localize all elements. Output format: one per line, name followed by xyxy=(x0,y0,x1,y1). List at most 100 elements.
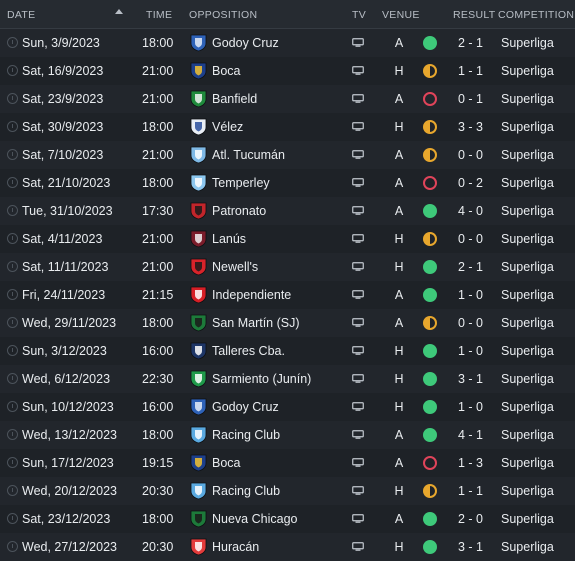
score[interactable]: 4 - 0 xyxy=(458,204,484,218)
competition-name[interactable]: Superliga xyxy=(501,92,554,106)
score[interactable]: 3 - 1 xyxy=(458,540,484,554)
score[interactable]: 2 - 1 xyxy=(458,36,484,50)
tv-column-header[interactable]: TV xyxy=(352,9,367,21)
opponent-name[interactable]: Independiente xyxy=(212,288,292,302)
opponent-name[interactable]: Racing Club xyxy=(212,428,281,442)
competition-name[interactable]: Superliga xyxy=(501,344,554,358)
competition-name[interactable]: Superliga xyxy=(501,512,554,526)
match-date[interactable]: Wed, 27/12/2023 xyxy=(22,540,117,554)
opponent-name[interactable]: Vélez xyxy=(212,120,244,134)
opponent-name[interactable]: Talleres Cba. xyxy=(212,344,285,358)
time-column-header[interactable]: TIME xyxy=(146,9,173,21)
match-date[interactable]: Sat, 7/10/2023 xyxy=(22,148,104,162)
match-date[interactable]: Wed, 29/11/2023 xyxy=(22,316,117,330)
table-row[interactable]: Wed, 13/12/2023 18:00 Racing Club A 4 - … xyxy=(0,421,575,449)
table-row[interactable]: Sun, 17/12/2023 19:15 Boca A 1 - 3 Super… xyxy=(0,449,575,477)
score[interactable]: 0 - 2 xyxy=(458,176,484,190)
score[interactable]: 0 - 0 xyxy=(458,232,484,246)
opponent-name[interactable]: Boca xyxy=(212,64,241,78)
score[interactable]: 4 - 1 xyxy=(458,428,484,442)
table-row[interactable]: Wed, 27/12/2023 20:30 Huracán H 3 - 1 Su… xyxy=(0,533,575,561)
table-row[interactable]: Sat, 16/9/2023 21:00 Boca H 1 - 1 Superl… xyxy=(0,57,575,85)
opponent-name[interactable]: Sarmiento (Junín) xyxy=(212,372,312,386)
competition-name[interactable]: Superliga xyxy=(501,204,554,218)
sort-ascending-icon[interactable] xyxy=(115,9,123,14)
opponent-name[interactable]: Atl. Tucumán xyxy=(212,148,285,162)
score[interactable]: 1 - 0 xyxy=(458,400,484,414)
competition-name[interactable]: Superliga xyxy=(501,400,554,414)
table-row[interactable]: Tue, 31/10/2023 17:30 Patronato A 4 - 0 … xyxy=(0,197,575,225)
competition-name[interactable]: Superliga xyxy=(501,120,554,134)
competition-name[interactable]: Superliga xyxy=(501,64,554,78)
competition-name[interactable]: Superliga xyxy=(501,148,554,162)
competition-name[interactable]: Superliga xyxy=(501,316,554,330)
score[interactable]: 3 - 1 xyxy=(458,372,484,386)
score[interactable]: 2 - 0 xyxy=(458,512,484,526)
table-row[interactable]: Sat, 23/9/2023 21:00 Banfield A 0 - 1 Su… xyxy=(0,85,575,113)
match-date[interactable]: Sat, 23/9/2023 xyxy=(22,92,104,106)
match-date[interactable]: Wed, 13/12/2023 xyxy=(22,428,117,442)
table-row[interactable]: Sun, 3/12/2023 16:00 Talleres Cba. H 1 -… xyxy=(0,337,575,365)
match-date[interactable]: Sat, 4/11/2023 xyxy=(22,232,103,246)
opponent-name[interactable]: Banfield xyxy=(212,92,258,106)
match-date[interactable]: Wed, 6/12/2023 xyxy=(22,372,111,386)
opponent-name[interactable]: Patronato xyxy=(212,204,267,218)
score[interactable]: 0 - 0 xyxy=(458,316,484,330)
competition-name[interactable]: Superliga xyxy=(501,484,554,498)
opponent-name[interactable]: Nueva Chicago xyxy=(212,512,298,526)
match-date[interactable]: Sun, 3/12/2023 xyxy=(22,344,107,358)
table-row[interactable]: Wed, 6/12/2023 22:30 Sarmiento (Junín) H… xyxy=(0,365,575,393)
match-date[interactable]: Sat, 21/10/2023 xyxy=(22,176,111,190)
table-row[interactable]: Sat, 23/12/2023 18:00 Nueva Chicago A 2 … xyxy=(0,505,575,533)
table-row[interactable]: Sat, 7/10/2023 21:00 Atl. Tucumán A 0 - … xyxy=(0,141,575,169)
match-date[interactable]: Tue, 31/10/2023 xyxy=(22,204,113,218)
match-date[interactable]: Sun, 3/9/2023 xyxy=(22,36,100,50)
competition-name[interactable]: Superliga xyxy=(501,232,554,246)
match-date[interactable]: Sat, 16/9/2023 xyxy=(22,64,104,78)
score[interactable]: 2 - 1 xyxy=(458,260,484,274)
opponent-name[interactable]: Racing Club xyxy=(212,484,281,498)
competition-name[interactable]: Superliga xyxy=(501,428,554,442)
competition-name[interactable]: Superliga xyxy=(501,176,554,190)
table-row[interactable]: Sat, 30/9/2023 18:00 Vélez H 3 - 3 Super… xyxy=(0,113,575,141)
match-date[interactable]: Sun, 10/12/2023 xyxy=(22,400,114,414)
match-date[interactable]: Sat, 23/12/2023 xyxy=(22,512,111,526)
table-row[interactable]: Sat, 21/10/2023 18:00 Temperley A 0 - 2 … xyxy=(0,169,575,197)
score[interactable]: 0 - 0 xyxy=(458,148,484,162)
competition-name[interactable]: Superliga xyxy=(501,36,554,50)
match-date[interactable]: Sat, 11/11/2023 xyxy=(22,260,109,274)
result-column-header[interactable]: RESULT xyxy=(453,9,496,21)
table-row[interactable]: Sat, 11/11/2023 21:00 Newell's H 2 - 1 S… xyxy=(0,253,575,281)
venue-column-header[interactable]: VENUE xyxy=(382,9,420,21)
score[interactable]: 1 - 1 xyxy=(458,64,484,78)
score[interactable]: 1 - 0 xyxy=(458,344,484,358)
opponent-name[interactable]: Godoy Cruz xyxy=(212,36,279,50)
table-row[interactable]: Fri, 24/11/2023 21:15 Independiente A 1 … xyxy=(0,281,575,309)
table-row[interactable]: Sat, 4/11/2023 21:00 Lanús H 0 - 0 Super… xyxy=(0,225,575,253)
competition-name[interactable]: Superliga xyxy=(501,456,554,470)
match-date[interactable]: Wed, 20/12/2023 xyxy=(22,484,117,498)
score[interactable]: 1 - 3 xyxy=(458,456,484,470)
score[interactable]: 0 - 1 xyxy=(458,92,484,106)
match-date[interactable]: Sat, 30/9/2023 xyxy=(22,120,104,134)
competition-name[interactable]: Superliga xyxy=(501,540,554,554)
score[interactable]: 1 - 1 xyxy=(458,484,484,498)
table-row[interactable]: Sun, 3/9/2023 18:00 Godoy Cruz A 2 - 1 S… xyxy=(0,29,575,57)
opponent-name[interactable]: Godoy Cruz xyxy=(212,400,279,414)
opposition-column-header[interactable]: OPPOSITION xyxy=(189,9,258,21)
match-date[interactable]: Fri, 24/11/2023 xyxy=(22,288,106,302)
competition-name[interactable]: Superliga xyxy=(501,372,554,386)
table-row[interactable]: Sun, 10/12/2023 16:00 Godoy Cruz H 1 - 0… xyxy=(0,393,575,421)
opponent-name[interactable]: Huracán xyxy=(212,540,260,554)
opponent-name[interactable]: Lanús xyxy=(212,232,247,246)
table-row[interactable]: Wed, 29/11/2023 18:00 San Martín (SJ) A … xyxy=(0,309,575,337)
match-date[interactable]: Sun, 17/12/2023 xyxy=(22,456,114,470)
table-row[interactable]: Wed, 20/12/2023 20:30 Racing Club H 1 - … xyxy=(0,477,575,505)
date-column-header[interactable]: DATE xyxy=(7,9,36,21)
competition-name[interactable]: Superliga xyxy=(501,260,554,274)
opponent-name[interactable]: San Martín (SJ) xyxy=(212,316,300,330)
competition-name[interactable]: Superliga xyxy=(501,288,554,302)
opponent-name[interactable]: Boca xyxy=(212,456,241,470)
opponent-name[interactable]: Newell's xyxy=(212,260,259,274)
score[interactable]: 1 - 0 xyxy=(458,288,484,302)
